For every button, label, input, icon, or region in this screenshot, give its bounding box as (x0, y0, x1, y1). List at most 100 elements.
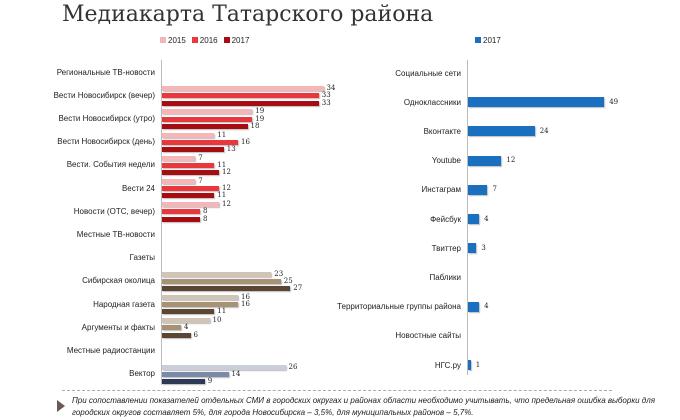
legend: 2015 2016 2017 (160, 36, 249, 45)
data-label: 4 (484, 302, 489, 311)
data-label: 13 (226, 145, 236, 153)
bar (468, 360, 471, 370)
category-label: Одноклассники (403, 97, 461, 107)
bar (162, 186, 219, 192)
data-label: 11 (217, 161, 227, 169)
legend-label: 2017 (231, 36, 250, 45)
data-label: 7 (198, 177, 203, 185)
data-label: 24 (539, 126, 549, 135)
bar (162, 371, 229, 377)
legend-swatch (475, 37, 481, 43)
legend-item: 2015 (160, 36, 186, 45)
bar (162, 139, 238, 145)
category-label: Вести Новосибирск (вечер) (53, 90, 155, 100)
legend-label: 2015 (168, 36, 186, 45)
bar (162, 332, 191, 338)
data-label: 11 (217, 191, 227, 200)
legend-label: 2016 (199, 36, 218, 45)
legend: 2017 (475, 36, 501, 45)
legend-swatch (223, 37, 230, 43)
category-label: Социальные сети (395, 68, 461, 78)
bar (162, 379, 205, 384)
category-label: Региональные ТВ-новости (56, 67, 155, 77)
bar (162, 302, 238, 308)
footnote: При сопоставлении показателей отдельных … (72, 396, 655, 417)
category-label: Местные ТВ-новости (76, 229, 155, 239)
category-label: Новостные сайты (395, 331, 461, 341)
bar (162, 216, 200, 222)
bar (162, 86, 324, 92)
bar (162, 295, 238, 300)
data-label: 14 (231, 369, 241, 378)
legend-label: 2017 (483, 36, 501, 45)
data-label: 11 (217, 130, 227, 139)
page-title: Медиакарта Татарского района (62, 2, 434, 27)
bar (162, 100, 319, 106)
category-label: Территориальные группы района (337, 302, 461, 312)
bar (162, 109, 253, 115)
data-label: 26 (288, 362, 298, 371)
data-label: 19 (255, 114, 265, 123)
data-label: 19 (255, 107, 265, 116)
data-label: 12 (222, 200, 231, 209)
bar (162, 93, 319, 99)
data-label: 16 (241, 293, 250, 301)
data-label: 18 (250, 121, 260, 130)
category-label: Вектор (129, 369, 155, 379)
bar (162, 271, 272, 277)
bar (468, 301, 480, 312)
data-label: 16 (241, 137, 250, 146)
data-label: 12 (222, 168, 231, 177)
legend-item: 2017 (475, 36, 501, 45)
data-label: 6 (193, 330, 198, 339)
data-label: 16 (241, 300, 250, 309)
data-label: 7 (198, 153, 203, 162)
bar (162, 325, 181, 331)
bar (162, 202, 219, 208)
data-label: 8 (203, 214, 208, 223)
data-label: 33 (321, 98, 331, 107)
data-label: 33 (321, 91, 331, 100)
bar (162, 116, 253, 122)
triangle-bullet-icon (57, 400, 65, 412)
legend-swatch (191, 37, 198, 43)
data-label: 1 (475, 360, 481, 369)
bar (162, 286, 291, 292)
bar (162, 163, 215, 168)
data-label: 12 (506, 156, 516, 165)
data-label: 4 (484, 214, 489, 223)
bar (162, 209, 200, 215)
category-label: Сибирская околица (82, 276, 155, 286)
bar (162, 179, 196, 184)
data-label: 9 (207, 377, 213, 385)
divider (62, 390, 612, 391)
category-label: Паблики (429, 272, 461, 282)
data-label: 23 (274, 269, 284, 278)
bar (162, 364, 286, 370)
category-label: Газеты (129, 253, 155, 263)
category-label: Youtube (431, 156, 461, 166)
legend-swatch (160, 37, 166, 43)
category-label: НГС.ру (434, 360, 461, 370)
data-label: 27 (293, 284, 303, 293)
bar (162, 132, 215, 138)
data-label: 4 (184, 323, 189, 332)
category-label: Вести 24 (121, 183, 155, 193)
bar (162, 147, 224, 152)
axis-line (467, 60, 468, 375)
axis-line (161, 60, 162, 385)
bar (468, 243, 477, 254)
bar (162, 155, 196, 161)
data-label: 34 (326, 84, 336, 93)
category-label: Вести Новосибирск (день) (57, 137, 155, 147)
bar (162, 123, 248, 129)
data-label: 25 (283, 277, 293, 285)
bar (162, 170, 219, 176)
category-label: Вести Новосибирск (утро) (58, 113, 155, 123)
data-label: 3 (481, 243, 486, 252)
bar (468, 126, 535, 137)
bar (468, 155, 502, 166)
category-label: Местные радиостанции (66, 345, 155, 355)
data-label: 10 (212, 316, 222, 325)
category-label: Аргументы и факты (81, 322, 155, 332)
